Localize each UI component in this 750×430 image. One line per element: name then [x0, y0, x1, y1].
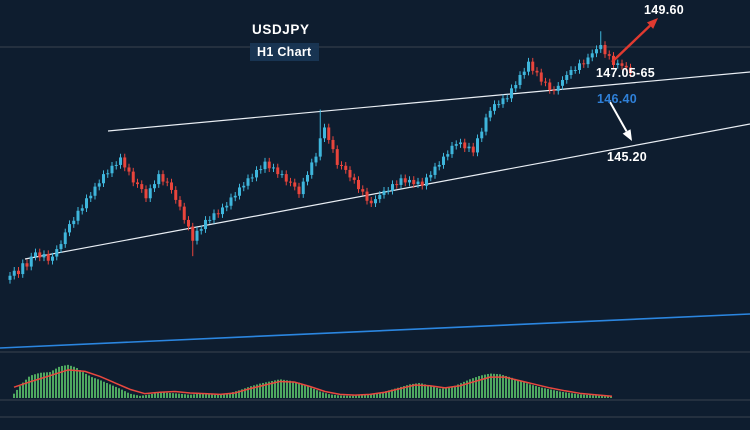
upside-target-label: 149.60 [644, 3, 685, 17]
trendlines[interactable] [0, 71, 750, 349]
annotation-arrows [609, 18, 658, 141]
oscillator-signal-line [13, 369, 613, 397]
oscillator-histogram [13, 364, 612, 398]
candlestick-series [8, 31, 632, 284]
symbol-title: USDJPY [252, 22, 310, 37]
upper-channel-line [107, 71, 750, 132]
panel-separators [0, 46, 750, 418]
current-level-label: 146.40 [597, 92, 638, 106]
long-term-support-line [0, 313, 750, 349]
timeframe-label: H1 Chart [250, 43, 319, 61]
bullish-breakout-arrow [611, 18, 658, 63]
downside-target-label: 145.20 [607, 150, 648, 164]
pullback-arrow [609, 101, 632, 141]
resistance-zone-label: 147.05-65 [596, 66, 655, 80]
